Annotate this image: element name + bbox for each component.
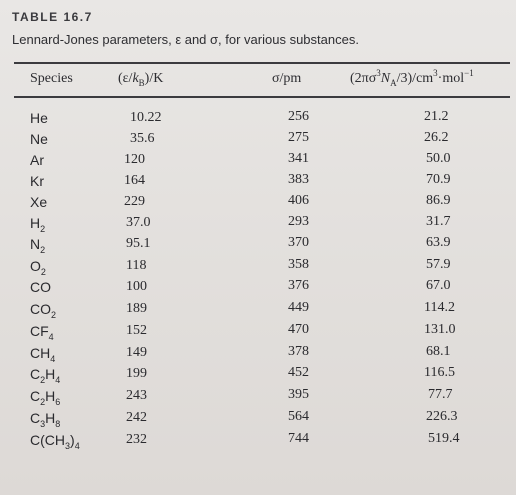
cell-b0: 63.9 xyxy=(426,235,451,250)
cell-eps-k: 149 xyxy=(126,345,147,360)
cell-sigma: 470 xyxy=(288,322,309,337)
cell-sigma: 256 xyxy=(288,109,309,124)
cell-sigma: 406 xyxy=(288,193,309,208)
cell-b0: 86.9 xyxy=(426,193,451,208)
cell-sigma: 395 xyxy=(288,387,309,402)
cell-eps-k: 199 xyxy=(126,366,147,381)
cell-eps-k: 189 xyxy=(126,301,147,316)
cell-species: He xyxy=(30,110,48,126)
cell-b0: 26.2 xyxy=(424,130,449,145)
cell-sigma: 358 xyxy=(288,257,309,272)
cell-b0: 77.7 xyxy=(428,387,453,402)
cell-b0: 67.0 xyxy=(426,278,451,293)
cell-species: N2 xyxy=(30,236,46,255)
cell-sigma: 452 xyxy=(288,365,309,380)
cell-sigma: 383 xyxy=(288,172,309,187)
cell-eps-k: 152 xyxy=(126,323,147,338)
cell-species: C(CH3)4 xyxy=(30,432,80,451)
cell-eps-k: 100 xyxy=(126,279,147,294)
cell-b0: 68.1 xyxy=(426,344,451,359)
cell-b0: 131.0 xyxy=(424,322,456,337)
cell-sigma: 293 xyxy=(288,214,309,229)
cell-sigma: 376 xyxy=(288,278,309,293)
cell-species: Kr xyxy=(30,173,44,189)
cell-b0: 21.2 xyxy=(424,109,449,124)
cell-b0: 57.9 xyxy=(426,257,451,272)
cell-eps-k: 229 xyxy=(124,194,145,209)
table-caption: Lennard-Jones parameters, ε and σ, for v… xyxy=(12,32,359,47)
cell-species: C2H6 xyxy=(30,388,61,407)
cell-eps-k: 164 xyxy=(124,173,145,188)
header-eps-k: (ε/kB)/K xyxy=(118,71,164,88)
cell-b0: 226.3 xyxy=(426,409,458,424)
top-rule xyxy=(14,62,510,64)
cell-species: H2 xyxy=(30,215,46,234)
cell-species: CO2 xyxy=(30,301,57,320)
cell-sigma: 370 xyxy=(288,235,309,250)
cell-species: Ne xyxy=(30,131,48,147)
cell-sigma: 275 xyxy=(288,130,309,145)
cell-sigma: 564 xyxy=(288,409,309,424)
cell-species: Xe xyxy=(30,194,48,210)
cell-species: CH4 xyxy=(30,345,56,364)
cell-species: C3H8 xyxy=(30,410,61,429)
cell-species: O2 xyxy=(30,258,46,277)
header-sigma: σ/pm xyxy=(272,71,302,86)
cell-eps-k: 37.0 xyxy=(126,215,151,230)
cell-b0: 116.5 xyxy=(424,365,455,380)
table-number: TABLE 16.7 xyxy=(12,10,93,24)
cell-eps-k: 35.6 xyxy=(130,131,155,146)
cell-species: CF4 xyxy=(30,323,54,342)
cell-species: C2H4 xyxy=(30,366,61,385)
cell-b0: 31.7 xyxy=(426,214,451,229)
header-b0: (2πσ3NA/3)/cm3·mol−1 xyxy=(350,68,474,88)
cell-species: Ar xyxy=(30,152,44,168)
cell-b0: 519.4 xyxy=(428,431,460,446)
cell-sigma: 744 xyxy=(288,431,309,446)
cell-eps-k: 118 xyxy=(126,258,147,273)
cell-b0: 50.0 xyxy=(426,151,451,166)
cell-eps-k: 10.22 xyxy=(130,110,162,125)
cell-b0: 114.2 xyxy=(424,300,455,315)
cell-sigma: 449 xyxy=(288,300,309,315)
header-species: Species xyxy=(30,71,73,86)
cell-eps-k: 243 xyxy=(126,388,147,403)
cell-species: CO xyxy=(30,279,51,295)
cell-sigma: 341 xyxy=(288,151,309,166)
cell-eps-k: 120 xyxy=(124,152,145,167)
cell-eps-k: 95.1 xyxy=(126,236,151,251)
header-rule xyxy=(14,96,510,98)
cell-eps-k: 242 xyxy=(126,410,147,425)
cell-sigma: 378 xyxy=(288,344,309,359)
cell-eps-k: 232 xyxy=(126,432,147,447)
cell-b0: 70.9 xyxy=(426,172,451,187)
